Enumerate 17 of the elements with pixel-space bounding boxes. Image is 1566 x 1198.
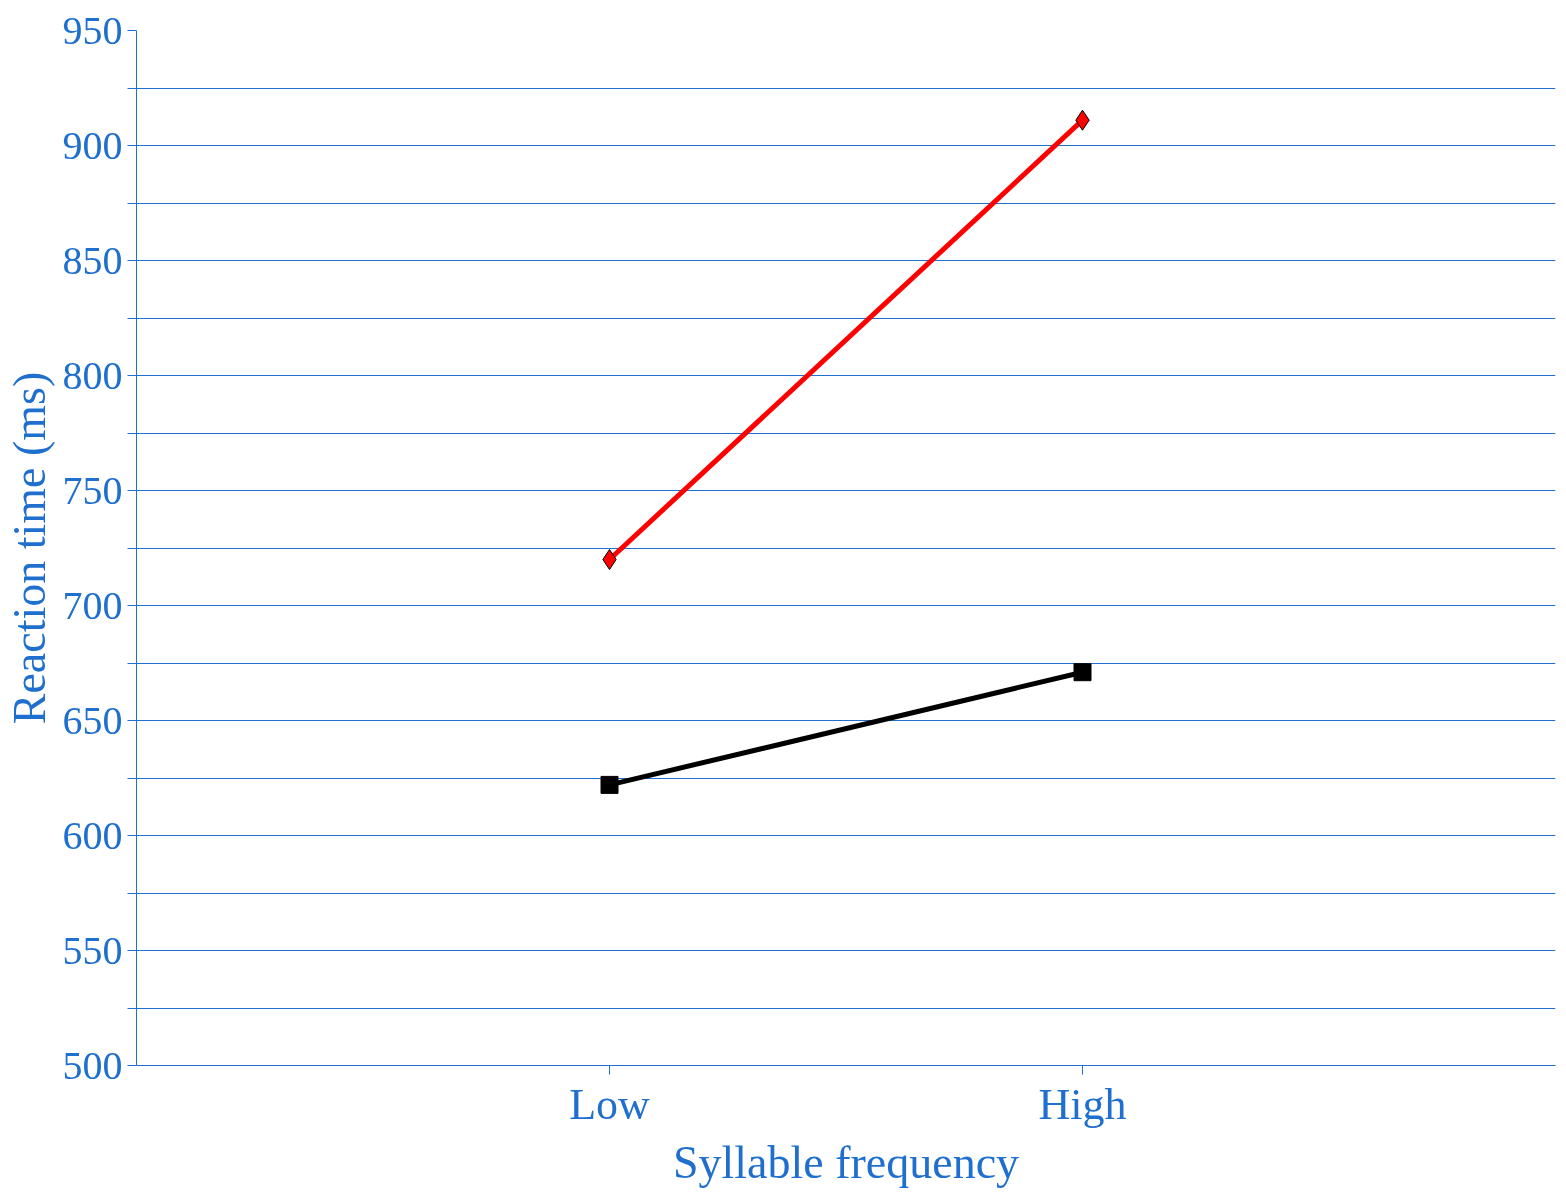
- y-tick-label: 600: [62, 812, 123, 858]
- y-axis-title: Reaction time (ms): [3, 371, 55, 725]
- point: [602, 549, 617, 570]
- y-tick-label: 650: [62, 697, 123, 743]
- point: [1073, 663, 1092, 682]
- y-tick-label: 800: [62, 352, 123, 398]
- y-tick-label: 550: [62, 927, 123, 973]
- y-tick-label: 750: [62, 467, 123, 513]
- x-tick-label: High: [1038, 1079, 1127, 1129]
- x-tick-label: Low: [569, 1079, 651, 1129]
- y-tick-label: 850: [62, 237, 123, 283]
- y-tick-label: 900: [62, 122, 123, 168]
- x-axis-title: Syllable frequency: [672, 1136, 1020, 1188]
- y-tick-label: 500: [62, 1042, 123, 1088]
- point: [600, 775, 619, 794]
- y-tick-label: 950: [62, 7, 123, 53]
- y-tick-label: 700: [62, 582, 123, 628]
